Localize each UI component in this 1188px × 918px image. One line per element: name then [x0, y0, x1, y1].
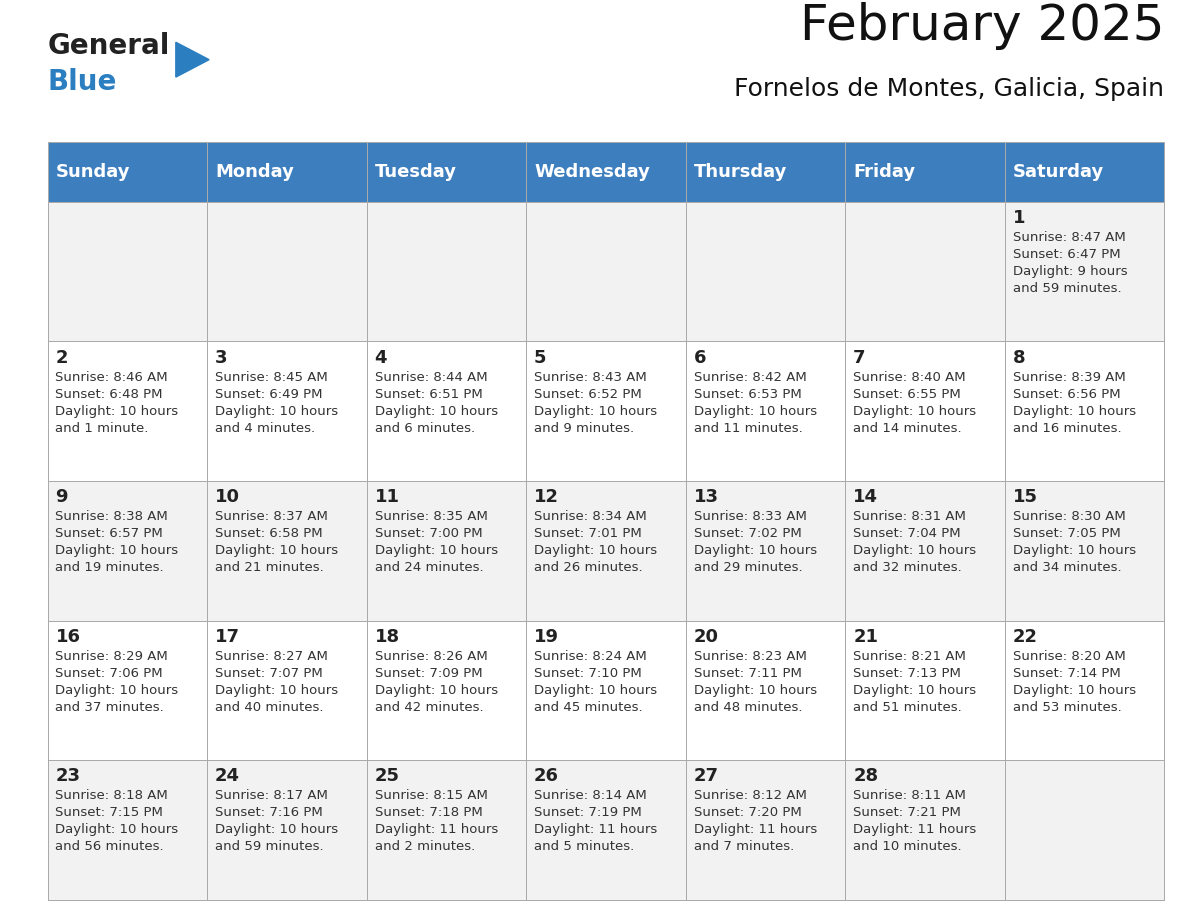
Text: Sunrise: 8:18 AM
Sunset: 7:15 PM
Daylight: 10 hours
and 56 minutes.: Sunrise: 8:18 AM Sunset: 7:15 PM Dayligh… [56, 789, 178, 854]
Text: 23: 23 [56, 767, 81, 786]
Text: Sunrise: 8:27 AM
Sunset: 7:07 PM
Daylight: 10 hours
and 40 minutes.: Sunrise: 8:27 AM Sunset: 7:07 PM Dayligh… [215, 650, 339, 714]
Text: Wednesday: Wednesday [535, 163, 650, 181]
Text: 19: 19 [535, 628, 560, 646]
Text: General: General [48, 31, 170, 60]
Text: Sunrise: 8:35 AM
Sunset: 7:00 PM
Daylight: 10 hours
and 24 minutes.: Sunrise: 8:35 AM Sunset: 7:00 PM Dayligh… [374, 510, 498, 575]
Text: Sunrise: 8:45 AM
Sunset: 6:49 PM
Daylight: 10 hours
and 4 minutes.: Sunrise: 8:45 AM Sunset: 6:49 PM Dayligh… [215, 371, 339, 435]
Text: 5: 5 [535, 349, 546, 367]
Text: Sunrise: 8:31 AM
Sunset: 7:04 PM
Daylight: 10 hours
and 32 minutes.: Sunrise: 8:31 AM Sunset: 7:04 PM Dayligh… [853, 510, 977, 575]
Text: Sunday: Sunday [56, 163, 129, 181]
Text: Sunrise: 8:12 AM
Sunset: 7:20 PM
Daylight: 11 hours
and 7 minutes.: Sunrise: 8:12 AM Sunset: 7:20 PM Dayligh… [694, 789, 817, 854]
Text: 6: 6 [694, 349, 706, 367]
Text: 14: 14 [853, 488, 878, 507]
Text: 24: 24 [215, 767, 240, 786]
Text: Saturday: Saturday [1012, 163, 1104, 181]
Text: 18: 18 [374, 628, 399, 646]
Text: Sunrise: 8:38 AM
Sunset: 6:57 PM
Daylight: 10 hours
and 19 minutes.: Sunrise: 8:38 AM Sunset: 6:57 PM Dayligh… [56, 510, 178, 575]
Text: Thursday: Thursday [694, 163, 786, 181]
Text: 9: 9 [56, 488, 68, 507]
Text: 3: 3 [215, 349, 228, 367]
Text: 2: 2 [56, 349, 68, 367]
Text: 11: 11 [374, 488, 399, 507]
Text: Blue: Blue [48, 68, 116, 96]
Text: Sunrise: 8:47 AM
Sunset: 6:47 PM
Daylight: 9 hours
and 59 minutes.: Sunrise: 8:47 AM Sunset: 6:47 PM Dayligh… [1012, 231, 1127, 296]
Text: 27: 27 [694, 767, 719, 786]
Text: Sunrise: 8:39 AM
Sunset: 6:56 PM
Daylight: 10 hours
and 16 minutes.: Sunrise: 8:39 AM Sunset: 6:56 PM Dayligh… [1012, 371, 1136, 435]
Text: Sunrise: 8:26 AM
Sunset: 7:09 PM
Daylight: 10 hours
and 42 minutes.: Sunrise: 8:26 AM Sunset: 7:09 PM Dayligh… [374, 650, 498, 714]
Text: Sunrise: 8:23 AM
Sunset: 7:11 PM
Daylight: 10 hours
and 48 minutes.: Sunrise: 8:23 AM Sunset: 7:11 PM Dayligh… [694, 650, 816, 714]
Text: Friday: Friday [853, 163, 915, 181]
Text: Sunrise: 8:33 AM
Sunset: 7:02 PM
Daylight: 10 hours
and 29 minutes.: Sunrise: 8:33 AM Sunset: 7:02 PM Dayligh… [694, 510, 816, 575]
Text: Sunrise: 8:14 AM
Sunset: 7:19 PM
Daylight: 11 hours
and 5 minutes.: Sunrise: 8:14 AM Sunset: 7:19 PM Dayligh… [535, 789, 657, 854]
Text: Sunrise: 8:21 AM
Sunset: 7:13 PM
Daylight: 10 hours
and 51 minutes.: Sunrise: 8:21 AM Sunset: 7:13 PM Dayligh… [853, 650, 977, 714]
Text: 16: 16 [56, 628, 81, 646]
Text: Sunrise: 8:43 AM
Sunset: 6:52 PM
Daylight: 10 hours
and 9 minutes.: Sunrise: 8:43 AM Sunset: 6:52 PM Dayligh… [535, 371, 657, 435]
Text: Fornelos de Montes, Galicia, Spain: Fornelos de Montes, Galicia, Spain [734, 77, 1164, 101]
Text: 22: 22 [1012, 628, 1037, 646]
Text: 7: 7 [853, 349, 866, 367]
Text: 20: 20 [694, 628, 719, 646]
Text: Tuesday: Tuesday [374, 163, 456, 181]
Text: Sunrise: 8:11 AM
Sunset: 7:21 PM
Daylight: 11 hours
and 10 minutes.: Sunrise: 8:11 AM Sunset: 7:21 PM Dayligh… [853, 789, 977, 854]
Text: 4: 4 [374, 349, 387, 367]
Text: Sunrise: 8:24 AM
Sunset: 7:10 PM
Daylight: 10 hours
and 45 minutes.: Sunrise: 8:24 AM Sunset: 7:10 PM Dayligh… [535, 650, 657, 714]
Text: Sunrise: 8:37 AM
Sunset: 6:58 PM
Daylight: 10 hours
and 21 minutes.: Sunrise: 8:37 AM Sunset: 6:58 PM Dayligh… [215, 510, 339, 575]
Text: 17: 17 [215, 628, 240, 646]
Text: Monday: Monday [215, 163, 293, 181]
Text: 26: 26 [535, 767, 560, 786]
Text: Sunrise: 8:34 AM
Sunset: 7:01 PM
Daylight: 10 hours
and 26 minutes.: Sunrise: 8:34 AM Sunset: 7:01 PM Dayligh… [535, 510, 657, 575]
Text: 21: 21 [853, 628, 878, 646]
Text: Sunrise: 8:17 AM
Sunset: 7:16 PM
Daylight: 10 hours
and 59 minutes.: Sunrise: 8:17 AM Sunset: 7:16 PM Dayligh… [215, 789, 339, 854]
Text: Sunrise: 8:42 AM
Sunset: 6:53 PM
Daylight: 10 hours
and 11 minutes.: Sunrise: 8:42 AM Sunset: 6:53 PM Dayligh… [694, 371, 816, 435]
Text: 8: 8 [1012, 349, 1025, 367]
Text: Sunrise: 8:30 AM
Sunset: 7:05 PM
Daylight: 10 hours
and 34 minutes.: Sunrise: 8:30 AM Sunset: 7:05 PM Dayligh… [1012, 510, 1136, 575]
Text: 28: 28 [853, 767, 878, 786]
Text: Sunrise: 8:44 AM
Sunset: 6:51 PM
Daylight: 10 hours
and 6 minutes.: Sunrise: 8:44 AM Sunset: 6:51 PM Dayligh… [374, 371, 498, 435]
Text: 13: 13 [694, 488, 719, 507]
Text: February 2025: February 2025 [800, 3, 1164, 50]
Text: 12: 12 [535, 488, 560, 507]
Text: Sunrise: 8:46 AM
Sunset: 6:48 PM
Daylight: 10 hours
and 1 minute.: Sunrise: 8:46 AM Sunset: 6:48 PM Dayligh… [56, 371, 178, 435]
Text: 15: 15 [1012, 488, 1037, 507]
Text: Sunrise: 8:20 AM
Sunset: 7:14 PM
Daylight: 10 hours
and 53 minutes.: Sunrise: 8:20 AM Sunset: 7:14 PM Dayligh… [1012, 650, 1136, 714]
Text: 1: 1 [1012, 209, 1025, 228]
Text: Sunrise: 8:29 AM
Sunset: 7:06 PM
Daylight: 10 hours
and 37 minutes.: Sunrise: 8:29 AM Sunset: 7:06 PM Dayligh… [56, 650, 178, 714]
Text: Sunrise: 8:40 AM
Sunset: 6:55 PM
Daylight: 10 hours
and 14 minutes.: Sunrise: 8:40 AM Sunset: 6:55 PM Dayligh… [853, 371, 977, 435]
Text: 10: 10 [215, 488, 240, 507]
Text: Sunrise: 8:15 AM
Sunset: 7:18 PM
Daylight: 11 hours
and 2 minutes.: Sunrise: 8:15 AM Sunset: 7:18 PM Dayligh… [374, 789, 498, 854]
Text: 25: 25 [374, 767, 399, 786]
